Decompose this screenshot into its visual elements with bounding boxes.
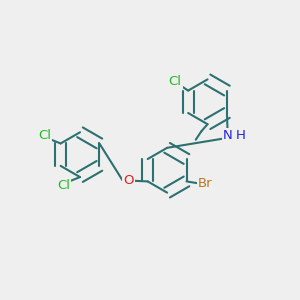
- Text: O: O: [123, 174, 134, 187]
- Text: Cl: Cl: [38, 129, 51, 142]
- Text: Cl: Cl: [57, 178, 70, 192]
- Text: N: N: [223, 129, 232, 142]
- Text: Br: Br: [198, 177, 213, 190]
- Text: H: H: [236, 129, 246, 142]
- Text: Cl: Cl: [169, 75, 182, 88]
